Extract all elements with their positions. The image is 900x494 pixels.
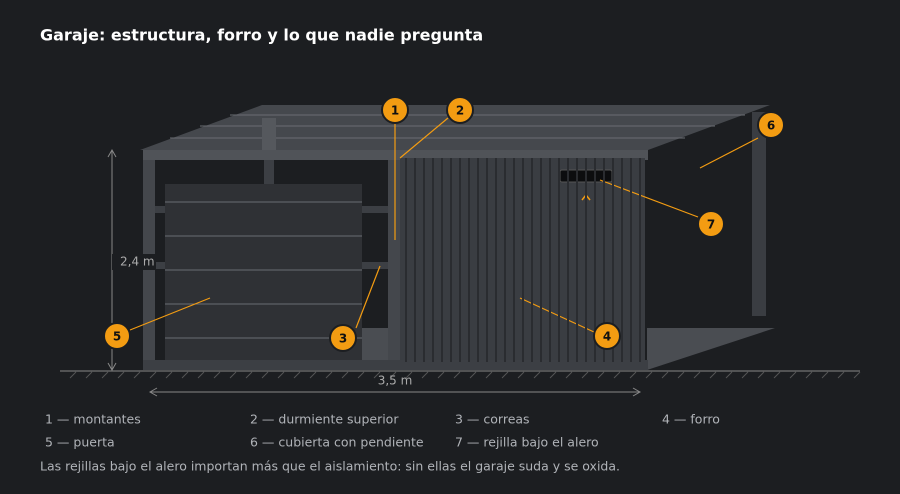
- hatch: [357, 371, 365, 379]
- callout-number: 3: [339, 332, 347, 346]
- height-label: 2,4 m: [120, 255, 155, 269]
- callout-badge: [103, 322, 131, 350]
- hatch: [373, 371, 381, 379]
- hatch: [821, 371, 829, 379]
- callout-number: 4: [603, 330, 611, 344]
- hatch: [677, 371, 685, 379]
- hatch: [325, 371, 333, 379]
- hatch: [789, 371, 797, 379]
- hatch: [277, 371, 285, 379]
- callout-badge: [329, 324, 357, 352]
- hatch: [565, 371, 573, 379]
- hatch: [533, 371, 541, 379]
- hatch: [453, 371, 461, 379]
- width-label: 3,5 m: [378, 374, 413, 388]
- hatch: [629, 371, 637, 379]
- hatch: [69, 371, 77, 379]
- hatch: [181, 371, 189, 379]
- hatch: [293, 371, 301, 379]
- callout-number: 6: [767, 119, 775, 133]
- hatch: [309, 371, 317, 379]
- callout-number: 1: [391, 104, 399, 118]
- hatch: [741, 371, 749, 379]
- callout-number: 5: [113, 330, 121, 344]
- hatch: [709, 371, 717, 379]
- hatch: [773, 371, 781, 379]
- hatch: [149, 371, 157, 379]
- callout-badge: [446, 96, 474, 124]
- hatch: [725, 371, 733, 379]
- hatch: [213, 371, 221, 379]
- hatch: [197, 371, 205, 379]
- hatch: [693, 371, 701, 379]
- legend-item: 5 — puerta: [45, 435, 115, 450]
- hatch: [437, 371, 445, 379]
- hatch: [597, 371, 605, 379]
- hatch: [85, 371, 93, 379]
- hatch: [581, 371, 589, 379]
- hatch: [101, 371, 109, 379]
- hatch: [853, 371, 861, 379]
- callout-badge: [381, 96, 409, 124]
- hatch: [549, 371, 557, 379]
- hatch: [757, 371, 765, 379]
- hatch: [261, 371, 269, 379]
- callout-number: 2: [456, 104, 464, 118]
- hatch: [229, 371, 237, 379]
- callout-number: 7: [707, 218, 715, 232]
- hatch: [117, 371, 125, 379]
- hatch: [613, 371, 621, 379]
- callout-badge: [757, 111, 785, 139]
- hatch: [405, 371, 413, 379]
- legend-item: 4 — forro: [662, 412, 720, 427]
- hatch: [165, 371, 173, 379]
- hatch: [421, 371, 429, 379]
- hatch: [837, 371, 845, 379]
- hatch: [341, 371, 349, 379]
- hatch: [517, 371, 525, 379]
- title: Garaje: estructura, forro y lo que nadie…: [40, 26, 483, 45]
- hatch: [645, 371, 653, 379]
- hatch: [501, 371, 509, 379]
- callout-badge: [593, 322, 621, 350]
- hatch: [133, 371, 141, 379]
- hatch: [389, 371, 397, 379]
- legend-item: 3 — correas: [455, 412, 530, 427]
- legend-item: 7 — rejilla bajo el alero: [455, 435, 599, 450]
- note: Las rejillas bajo el alero importan más …: [40, 459, 620, 474]
- hatch: [469, 371, 477, 379]
- hatch: [485, 371, 493, 379]
- legend-item: 2 — durmiente superior: [250, 412, 399, 427]
- callout-badge: [697, 210, 725, 238]
- legend-item: 6 — cubierta con pendiente: [250, 435, 424, 450]
- hatch: [805, 371, 813, 379]
- hatch: [661, 371, 669, 379]
- hatch: [245, 371, 253, 379]
- legend-item: 1 — montantes: [45, 412, 141, 427]
